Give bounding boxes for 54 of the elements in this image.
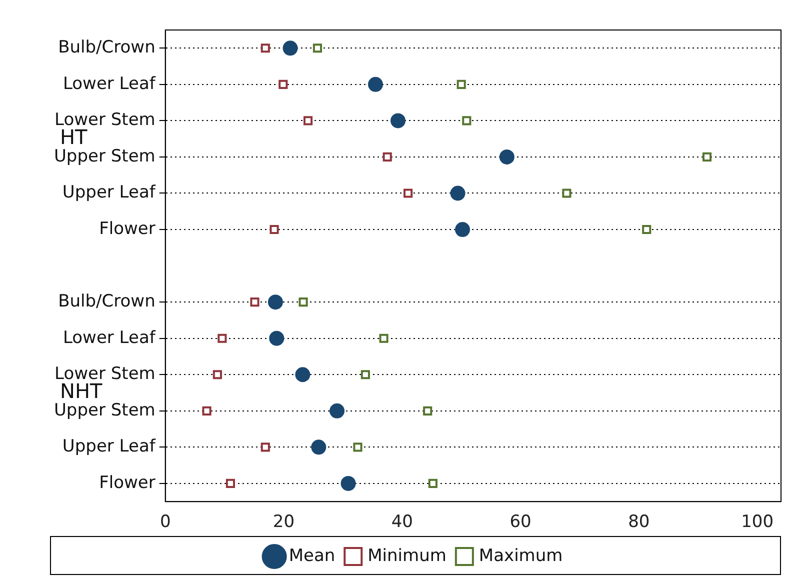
- point: [702, 152, 712, 162]
- y-tick-label: Flower: [99, 218, 156, 239]
- point: [360, 370, 370, 380]
- y-tick-label: Upper Leaf: [62, 182, 156, 203]
- y-tick-label: Flower: [99, 472, 156, 493]
- point: [278, 80, 288, 89]
- point: [456, 80, 466, 89]
- x-tick-label: 60: [510, 512, 532, 532]
- point: [270, 224, 279, 234]
- point: [404, 188, 413, 198]
- point: [226, 478, 236, 488]
- point: [353, 442, 362, 452]
- point: [382, 152, 392, 162]
- point: [269, 330, 284, 346]
- y-tick-label: Lower Leaf: [62, 328, 156, 348]
- point: [250, 298, 260, 307]
- y-tick-label: Bulb/Crown: [58, 292, 156, 312]
- y-tick-label: Bulb/Crown: [58, 38, 156, 58]
- legend-label: Maximum: [478, 546, 563, 566]
- point: [642, 224, 652, 234]
- point: [218, 334, 227, 343]
- point: [428, 478, 438, 488]
- point: [212, 370, 222, 380]
- point: [450, 186, 466, 201]
- point: [379, 334, 388, 343]
- legend-label: Minimum: [368, 546, 446, 566]
- point: [455, 222, 470, 238]
- point: [311, 440, 326, 455]
- point: [562, 188, 572, 198]
- y-tick-label: Upper Leaf: [62, 436, 156, 457]
- point: [268, 294, 283, 310]
- y-tick-label: Lower Leaf: [62, 74, 156, 94]
- x-tick-label: 100: [741, 512, 774, 532]
- point: [202, 406, 212, 416]
- point: [298, 298, 308, 307]
- x-tick-label: 40: [391, 512, 413, 532]
- point: [340, 476, 356, 491]
- point: [330, 403, 345, 418]
- x-tick-label: 20: [272, 512, 295, 532]
- y-tick-label: Upper Stem: [54, 400, 156, 420]
- point: [368, 76, 383, 92]
- point: [462, 116, 472, 126]
- point: [499, 149, 514, 164]
- point: [303, 116, 313, 126]
- point: [295, 367, 310, 382]
- legend-label: Mean: [288, 546, 336, 566]
- x-tick-label: 0: [160, 512, 171, 532]
- point: [260, 44, 270, 53]
- point: [312, 44, 322, 53]
- x-tick-label: 80: [628, 512, 650, 532]
- point: [260, 442, 270, 452]
- point: [390, 113, 406, 128]
- point: [282, 40, 298, 56]
- point: [423, 406, 432, 416]
